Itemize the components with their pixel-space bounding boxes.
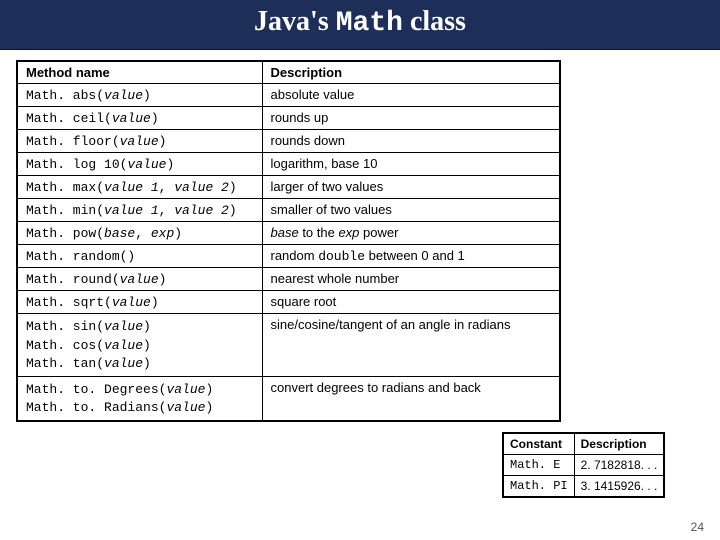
description-cell: convert degrees to radians and back: [262, 376, 560, 421]
description-cell: square root: [262, 291, 560, 314]
method-cell: Math. sin(value)Math. cos(value)Math. ta…: [17, 314, 262, 377]
constant-name: Math. E: [503, 455, 574, 476]
description-cell: sine/cosine/tangent of an angle in radia…: [262, 314, 560, 377]
table-row: Math. pow(base, exp)base to the exp powe…: [17, 222, 560, 245]
method-cell: Math. sqrt(value): [17, 291, 262, 314]
const-col-header-desc: Description: [574, 433, 664, 455]
table-row: Math. ceil(value)rounds up: [17, 107, 560, 130]
method-cell: Math. to. Degrees(value)Math. to. Radian…: [17, 376, 262, 421]
description-cell: absolute value: [262, 84, 560, 107]
method-cell: Math. round(value): [17, 268, 262, 291]
description-cell: base to the exp power: [262, 222, 560, 245]
method-cell: Math. ceil(value): [17, 107, 262, 130]
constants-table: Constant Description Math. E2. 7182818. …: [502, 432, 665, 498]
method-cell: Math. log 10(value): [17, 153, 262, 176]
page-number: 24: [691, 520, 704, 534]
page-title: Java's Math class: [0, 6, 720, 39]
table-row: Math. PI3. 1415926. . .: [503, 476, 664, 498]
description-cell: rounds down: [262, 130, 560, 153]
methods-table: Method name Description Math. abs(value)…: [16, 60, 561, 422]
description-cell: random double between 0 and 1: [262, 245, 560, 268]
table-row: Math. log 10(value)logarithm, base 10: [17, 153, 560, 176]
table-row: Math. to. Degrees(value)Math. to. Radian…: [17, 376, 560, 421]
table-row: Math. sqrt(value)square root: [17, 291, 560, 314]
table-row: Math. sin(value)Math. cos(value)Math. ta…: [17, 314, 560, 377]
title-mono: Math: [336, 8, 403, 39]
table-row: Math. random()random double between 0 an…: [17, 245, 560, 268]
method-cell: Math. floor(value): [17, 130, 262, 153]
constant-value: 2. 7182818. . .: [574, 455, 664, 476]
description-cell: larger of two values: [262, 176, 560, 199]
constant-value: 3. 1415926. . .: [574, 476, 664, 498]
title-bar: Java's Math class: [0, 0, 720, 50]
method-cell: Math. random(): [17, 245, 262, 268]
method-cell: Math. max(value 1, value 2): [17, 176, 262, 199]
const-col-header-name: Constant: [503, 433, 574, 455]
title-prefix: Java's: [254, 6, 336, 37]
title-suffix: class: [403, 6, 466, 37]
table-row: Math. E2. 7182818. . .: [503, 455, 664, 476]
method-cell: Math. abs(value): [17, 84, 262, 107]
table-row: Math. abs(value)absolute value: [17, 84, 560, 107]
description-cell: logarithm, base 10: [262, 153, 560, 176]
table-row: Math. floor(value)rounds down: [17, 130, 560, 153]
method-cell: Math. min(value 1, value 2): [17, 199, 262, 222]
description-cell: nearest whole number: [262, 268, 560, 291]
description-cell: rounds up: [262, 107, 560, 130]
table-row: Math. min(value 1, value 2)smaller of tw…: [17, 199, 560, 222]
method-cell: Math. pow(base, exp): [17, 222, 262, 245]
col-header-method: Method name: [17, 61, 262, 84]
constant-name: Math. PI: [503, 476, 574, 498]
col-header-desc: Description: [262, 61, 560, 84]
table-row: Math. round(value)nearest whole number: [17, 268, 560, 291]
content-area: Method name Description Math. abs(value)…: [0, 50, 720, 422]
description-cell: smaller of two values: [262, 199, 560, 222]
table-row: Math. max(value 1, value 2)larger of two…: [17, 176, 560, 199]
